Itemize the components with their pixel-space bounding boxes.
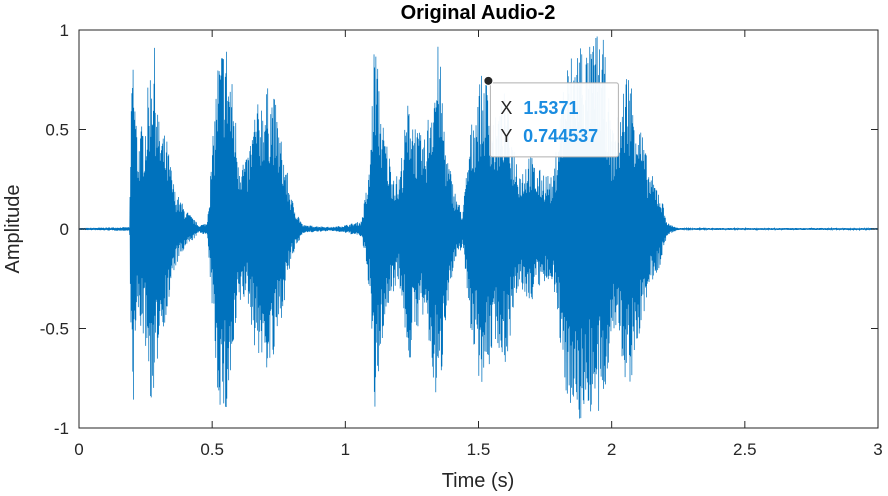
datatip-marker[interactable]	[483, 75, 494, 86]
y-tick-label: 0	[60, 220, 69, 239]
datatip-y-value: 0.744537	[523, 126, 598, 146]
chart-title: Original Audio-2	[401, 2, 556, 24]
plot-area[interactable]	[78, 30, 879, 428]
x-tick-label: 0.5	[200, 440, 224, 459]
x-tick-label: 2.5	[733, 440, 757, 459]
datatip-x-value: 1.5371	[523, 98, 578, 118]
y-tick-label: -0.5	[40, 320, 69, 339]
y-axis-label: Amplitude	[2, 185, 24, 274]
datatip-y-row: Y 0.744537	[500, 126, 598, 146]
datatip-x-row: X 1.5371	[500, 98, 578, 118]
datatip[interactable]: X 1.5371 Y 0.744537	[483, 75, 619, 158]
datatip-x-key: X	[500, 98, 512, 118]
datatip-box	[489, 82, 619, 158]
x-tick-label: 1	[341, 440, 350, 459]
axis-ticks: 0 0.5 1 1.5 2 2.5 3 -1 -0.5 0 0.5 1	[40, 21, 883, 459]
x-tick-label: 0	[74, 440, 83, 459]
axes-box	[78, 29, 879, 429]
y-tick-label: -1	[54, 419, 69, 438]
y-tick-label: 1	[60, 21, 69, 40]
x-tick-label: 2	[607, 440, 616, 459]
series-waveform	[78, 36, 879, 419]
x-tick-label: 1.5	[467, 440, 491, 459]
y-tick-label: 0.5	[45, 121, 69, 140]
x-tick-label: 3	[873, 440, 882, 459]
x-axis-label: Time (s)	[442, 470, 515, 492]
datatip-y-key: Y	[500, 126, 512, 146]
